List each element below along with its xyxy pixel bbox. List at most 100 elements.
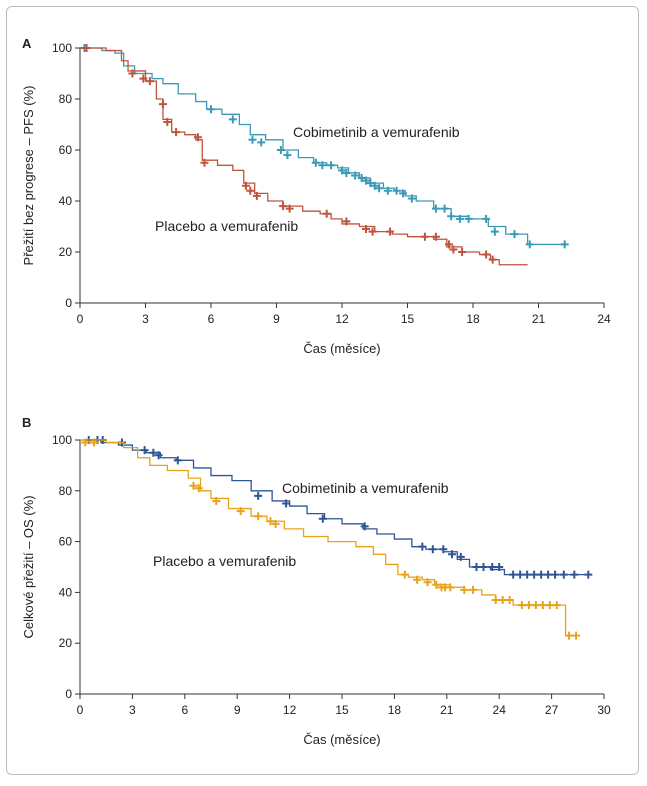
censor-mark <box>285 204 294 213</box>
y-tick-label: 80 <box>59 484 73 498</box>
censor-mark <box>241 181 250 190</box>
x-tick-label: 3 <box>142 312 149 326</box>
censor-mark <box>386 227 395 236</box>
censor-mark <box>370 181 379 190</box>
censor-mark <box>149 448 158 457</box>
censor-mark <box>455 214 464 223</box>
censor-mark <box>276 146 285 154</box>
x-tick-label: 0 <box>77 312 84 326</box>
censor-mark <box>383 186 392 195</box>
censor-mark <box>551 570 560 579</box>
censor-mark <box>193 133 202 142</box>
x-tick-label: 15 <box>401 312 415 326</box>
censor-mark <box>257 138 266 147</box>
censor-mark <box>246 186 255 195</box>
censor-mark <box>342 168 351 177</box>
censor-mark <box>342 217 351 226</box>
censor-mark <box>81 438 90 447</box>
censor-mark <box>362 225 371 234</box>
x-axis-label: Čas (měsíce) <box>303 341 380 356</box>
censor-mark <box>254 512 263 521</box>
censor-mark <box>158 100 167 109</box>
y-tick-label: 60 <box>59 143 73 157</box>
censor-mark <box>469 585 477 594</box>
censor-mark <box>82 44 91 52</box>
censor-mark <box>510 230 519 239</box>
censor-mark <box>537 570 546 579</box>
censor-mark <box>509 570 518 579</box>
censor-mark <box>498 596 507 605</box>
censor-mark <box>516 570 525 579</box>
y-tick-label: 40 <box>59 585 73 599</box>
y-axis-label: Přežití bez progrese – PFS (%) <box>21 86 36 266</box>
censor-mark <box>351 171 360 180</box>
x-tick-label: 9 <box>273 312 280 326</box>
censor-mark <box>482 250 491 259</box>
censor-mark <box>449 245 458 254</box>
y-axis-label: Celkové přežití – OS (%) <box>21 495 36 638</box>
censor-mark <box>413 575 422 584</box>
x-tick-label: 12 <box>335 312 349 326</box>
y-tick-label: 100 <box>52 41 72 55</box>
censor-mark <box>357 174 366 183</box>
figure-frame <box>6 6 639 775</box>
censor-mark <box>488 563 497 571</box>
censor-mark <box>423 578 432 587</box>
censor-mark <box>228 115 237 124</box>
censor-mark <box>458 248 467 256</box>
series-label: Placebo a vemurafenib <box>155 218 298 234</box>
x-tick-label: 6 <box>181 703 188 717</box>
censor-mark <box>212 496 221 505</box>
censor-mark <box>545 601 554 610</box>
x-tick-label: 0 <box>77 703 84 717</box>
censor-mark <box>194 484 203 493</box>
y-tick-label: 20 <box>59 245 73 259</box>
panel-letter: B <box>22 415 31 430</box>
censor-mark <box>544 570 553 579</box>
censor-mark <box>523 570 532 579</box>
x-tick-label: 12 <box>283 703 297 717</box>
censor-mark <box>145 77 154 86</box>
censor-mark <box>495 563 504 571</box>
x-tick-label: 21 <box>440 703 454 717</box>
censor-mark <box>460 585 469 594</box>
censor-mark <box>282 499 291 508</box>
series-label: Placebo a vemurafenib <box>153 553 296 569</box>
censor-mark <box>279 202 288 211</box>
censor-mark <box>431 232 440 241</box>
censor-mark <box>420 232 429 241</box>
x-tick-label: 9 <box>234 703 241 717</box>
censor-mark <box>311 158 320 167</box>
censor-mark <box>407 194 416 203</box>
censor-mark <box>572 631 581 640</box>
survival-curve-line <box>80 47 565 245</box>
censor-mark <box>200 158 209 167</box>
x-tick-label: 18 <box>466 312 480 326</box>
censor-mark <box>163 117 172 126</box>
x-tick-label: 30 <box>597 703 611 717</box>
censor-mark <box>570 570 579 579</box>
series-placebo-vemurafenib: Placebo a vemurafenib <box>80 438 581 640</box>
censor-mark <box>530 570 539 579</box>
censor-mark <box>140 446 149 455</box>
censor-mark <box>517 601 526 610</box>
y-tick-label: 100 <box>52 433 72 447</box>
censor-mark <box>559 570 568 579</box>
censor-mark <box>139 74 148 83</box>
x-tick-label: 21 <box>532 312 546 326</box>
censor-mark <box>128 69 137 78</box>
censor-mark <box>366 179 375 188</box>
censor-mark <box>189 481 198 490</box>
censor-mark <box>464 214 473 223</box>
censor-mark <box>538 601 547 610</box>
censor-mark <box>444 240 453 249</box>
y-tick-label: 40 <box>59 194 73 208</box>
x-tick-label: 3 <box>129 703 136 717</box>
censor-mark <box>482 214 491 223</box>
series-cobimetinib-vemurafenib: Cobimetinib a vemurafenib <box>80 44 569 249</box>
censor-mark <box>431 204 440 213</box>
censor-mark <box>236 507 245 516</box>
x-axis-label: Čas (měsíce) <box>303 732 380 747</box>
censor-mark <box>322 209 331 218</box>
censor-mark <box>491 596 500 605</box>
